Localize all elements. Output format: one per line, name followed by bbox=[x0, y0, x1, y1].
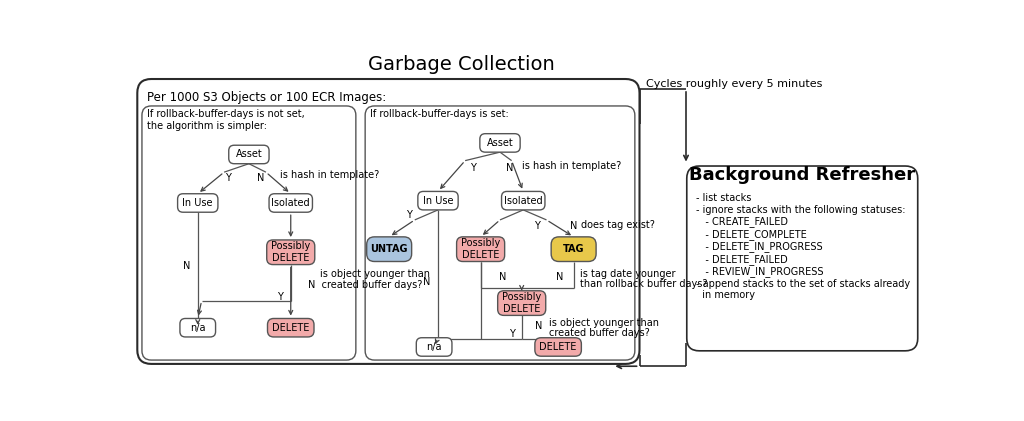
Text: In Use: In Use bbox=[423, 196, 454, 206]
FancyBboxPatch shape bbox=[137, 79, 640, 364]
FancyBboxPatch shape bbox=[269, 194, 312, 212]
Text: is hash in template?: is hash in template? bbox=[280, 170, 379, 180]
Text: If rollback-buffer-days is not set,
the algorithm is simpler:: If rollback-buffer-days is not set, the … bbox=[147, 109, 305, 131]
Text: N: N bbox=[556, 272, 563, 282]
Text: DELETE: DELETE bbox=[503, 304, 541, 314]
FancyBboxPatch shape bbox=[228, 145, 269, 164]
FancyBboxPatch shape bbox=[367, 237, 412, 261]
Text: created buffer days?: created buffer days? bbox=[549, 328, 649, 338]
FancyBboxPatch shape bbox=[418, 192, 458, 210]
Text: Y: Y bbox=[470, 163, 476, 173]
FancyBboxPatch shape bbox=[177, 194, 218, 212]
Text: n/a: n/a bbox=[190, 323, 206, 333]
FancyBboxPatch shape bbox=[498, 291, 546, 315]
Text: Y: Y bbox=[276, 292, 283, 302]
FancyBboxPatch shape bbox=[267, 318, 314, 337]
Text: Possibly: Possibly bbox=[502, 292, 542, 302]
Text: is hash in template?: is hash in template? bbox=[521, 161, 621, 171]
FancyBboxPatch shape bbox=[180, 318, 216, 337]
Text: Y: Y bbox=[225, 173, 231, 183]
FancyBboxPatch shape bbox=[502, 192, 545, 210]
Text: N: N bbox=[570, 221, 578, 231]
Text: N: N bbox=[536, 321, 543, 331]
Text: is object younger than: is object younger than bbox=[549, 318, 658, 328]
Text: N: N bbox=[499, 272, 506, 282]
FancyBboxPatch shape bbox=[366, 106, 635, 360]
Text: Possibly: Possibly bbox=[461, 238, 501, 248]
Text: N: N bbox=[506, 163, 513, 173]
Text: N  created buffer days?: N created buffer days? bbox=[308, 280, 422, 290]
Text: Isolated: Isolated bbox=[504, 196, 543, 206]
Text: than rollback buffer days?: than rollback buffer days? bbox=[580, 279, 708, 289]
Text: Isolated: Isolated bbox=[271, 198, 310, 208]
Text: - list stacks
- ignore stacks with the following statuses:
   - CREATE_FAILED
  : - list stacks - ignore stacks with the f… bbox=[696, 193, 910, 300]
Text: Y: Y bbox=[406, 210, 412, 220]
Text: Per 1000 S3 Objects or 100 ECR Images:: Per 1000 S3 Objects or 100 ECR Images: bbox=[147, 91, 387, 104]
FancyBboxPatch shape bbox=[535, 338, 582, 356]
Text: Asset: Asset bbox=[486, 138, 513, 148]
Text: Garbage Collection: Garbage Collection bbox=[368, 55, 555, 74]
FancyBboxPatch shape bbox=[266, 240, 314, 264]
Text: DELETE: DELETE bbox=[272, 323, 309, 333]
Text: Possibly: Possibly bbox=[271, 241, 310, 251]
Text: Asset: Asset bbox=[236, 149, 262, 160]
FancyBboxPatch shape bbox=[480, 134, 520, 152]
Text: N: N bbox=[183, 261, 190, 271]
Text: is object younger than: is object younger than bbox=[321, 269, 430, 279]
Text: is tag date younger: is tag date younger bbox=[580, 269, 675, 279]
Text: Y: Y bbox=[510, 329, 515, 339]
Text: TAG: TAG bbox=[563, 244, 585, 254]
Text: DELETE: DELETE bbox=[540, 342, 577, 352]
FancyBboxPatch shape bbox=[457, 237, 505, 261]
Text: Y: Y bbox=[535, 221, 540, 231]
Text: n/a: n/a bbox=[426, 342, 442, 352]
Text: does tag exist?: does tag exist? bbox=[582, 219, 655, 229]
Text: N: N bbox=[257, 173, 264, 183]
Text: Cycles roughly every 5 minutes: Cycles roughly every 5 minutes bbox=[646, 80, 822, 89]
Text: N: N bbox=[424, 277, 431, 287]
Text: In Use: In Use bbox=[182, 198, 213, 208]
Text: UNTAG: UNTAG bbox=[371, 244, 408, 254]
Text: If rollback-buffer-days is set:: If rollback-buffer-days is set: bbox=[370, 109, 509, 119]
Text: Background Refresher: Background Refresher bbox=[689, 166, 915, 184]
Text: DELETE: DELETE bbox=[272, 253, 309, 264]
Text: DELETE: DELETE bbox=[462, 250, 500, 260]
FancyBboxPatch shape bbox=[551, 237, 596, 261]
FancyBboxPatch shape bbox=[142, 106, 356, 360]
FancyBboxPatch shape bbox=[417, 338, 452, 356]
FancyBboxPatch shape bbox=[687, 166, 918, 351]
